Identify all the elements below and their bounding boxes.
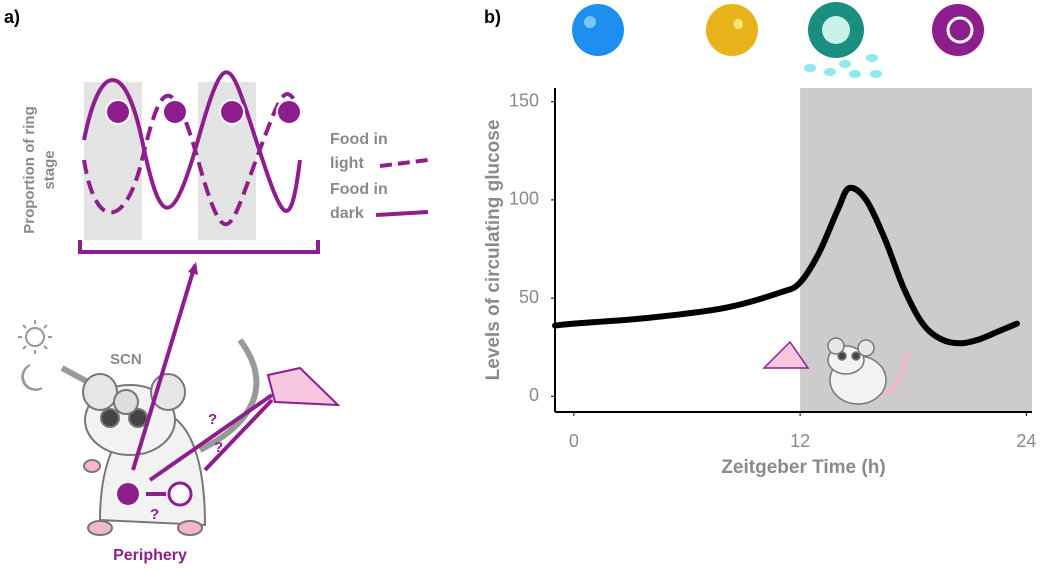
glucose-line (552, 184, 1020, 347)
question-mark: ? (208, 411, 217, 428)
parasite (115, 481, 141, 507)
food-arrow (148, 393, 274, 482)
panel-a: a) Proportion of ring stage Food in light … (4, 7, 429, 564)
x-tick-label: 0 (569, 431, 579, 451)
sun (25, 327, 45, 347)
y-axis-label: Proportion of ring stage (21, 106, 58, 233)
arrow-to-rhythm (131, 264, 197, 471)
legend-line-light (379, 158, 429, 168)
panel-label: b) (484, 7, 501, 27)
x-tick-label: 12 (790, 431, 810, 451)
arrowhead (188, 262, 198, 275)
y-tick-label: 0 (529, 385, 539, 405)
question-mark: ? (214, 439, 223, 456)
scn-label: SCN (110, 351, 142, 368)
stage-icons (572, 2, 984, 78)
panel-label: a) (4, 7, 20, 27)
mouse-and-cheese (762, 337, 912, 405)
y-tick-label: 50 (519, 287, 539, 307)
legend-dark: Food in dark (330, 181, 388, 222)
bracket (78, 240, 320, 254)
legend-line-dark (375, 210, 429, 217)
cheese (266, 366, 341, 407)
y-tick-label: 100 (509, 189, 539, 209)
parasite-icons (105, 99, 302, 125)
sun-rays (18, 320, 52, 354)
legend-light: Food in light (330, 131, 388, 172)
light-food-curve (82, 92, 302, 227)
periphery-label: Periphery (113, 547, 187, 564)
clock (167, 481, 193, 507)
food-arrow (203, 398, 274, 472)
x-tick-label: 24 (1016, 431, 1036, 451)
question-mark: ? (150, 506, 159, 523)
dark-food-curve (82, 70, 302, 213)
x-axis-label: Zeitgeber Time (h) (721, 457, 885, 478)
y-tick-label: 150 (509, 90, 539, 110)
moon (21, 364, 43, 391)
mouse (82, 338, 260, 536)
y-axis-label: Levels of circulating glucose (483, 120, 504, 381)
plot: 0 50 100 150 0 12 24 Zeitgeber Time (h) Levels o… (483, 88, 1036, 478)
